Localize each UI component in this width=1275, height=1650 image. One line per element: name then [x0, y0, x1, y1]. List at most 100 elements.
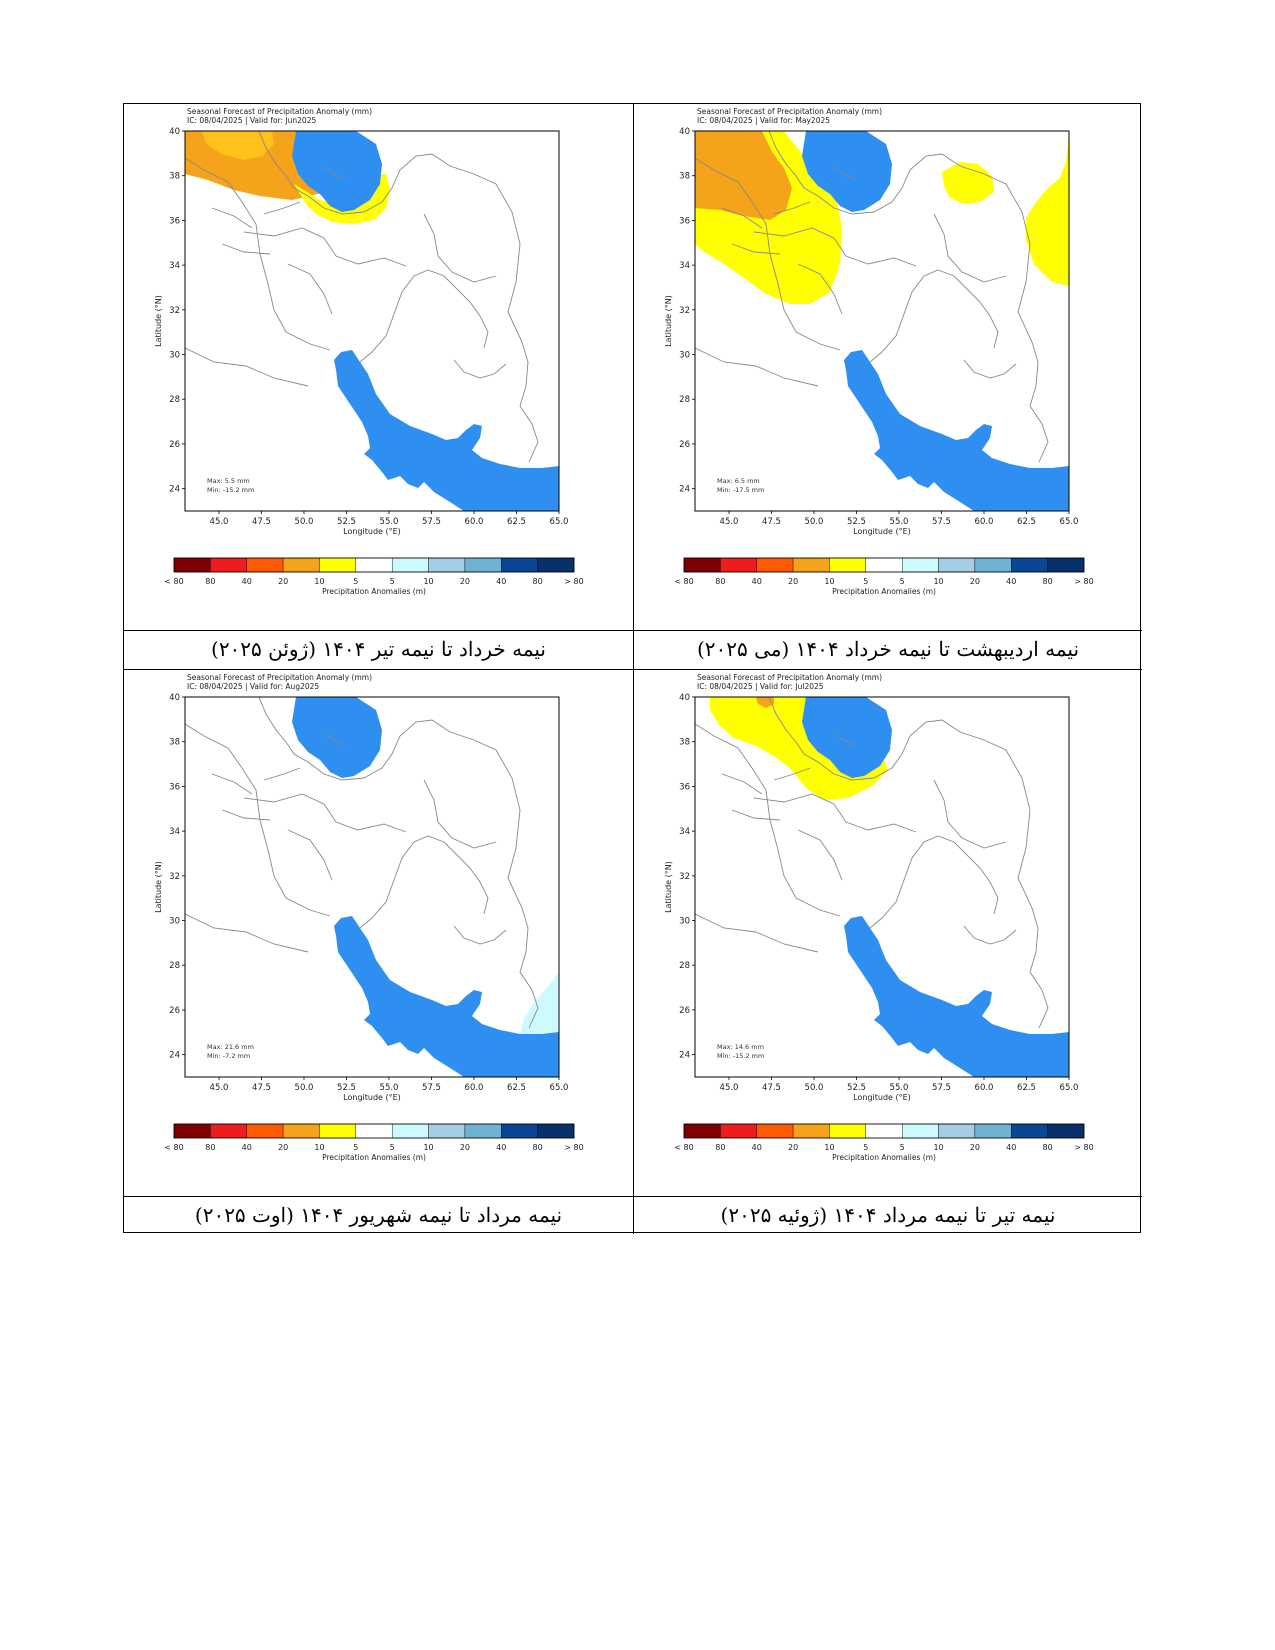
x-tick-label: 62.5 — [1017, 517, 1036, 527]
colorbar-swatch — [756, 1123, 794, 1139]
x-tick-label: 62.5 — [507, 1083, 526, 1093]
y-tick-label: 30 — [679, 351, 690, 361]
x-tick-label: 60.0 — [465, 1083, 484, 1093]
y-tick-label: 30 — [169, 351, 180, 361]
colorbar-tick-label: 80 — [1043, 1143, 1053, 1152]
colorbar-tick-label: 10 — [423, 577, 433, 586]
panel-aug: Seasonal Forecast of Precipitation Anoma… — [124, 669, 633, 1234]
colorbar-label: Precipitation Anomalies (m) — [832, 1153, 936, 1162]
colorbar-tick-label: 40 — [242, 577, 252, 586]
x-axis-label: Longitude (°E) — [853, 527, 911, 536]
map-subtitle: IC: 08/04/2025 | Valid for: Jun2025 — [187, 116, 316, 125]
border-line-0 — [768, 697, 1049, 1029]
y-tick-label: 36 — [679, 782, 690, 792]
colorbar-swatch — [974, 557, 1012, 573]
y-tick-label: 38 — [169, 172, 180, 182]
stat-text: Max: 21.6 mm — [207, 1043, 254, 1051]
x-tick-label: 45.0 — [720, 1083, 739, 1093]
figure-grid: Seasonal Forecast of Precipitation Anoma… — [123, 103, 1142, 1234]
colorbar-tick-label: 10 — [423, 1143, 433, 1152]
colorbar-swatch — [391, 557, 429, 573]
colorbar-swatch — [537, 557, 575, 573]
x-tick-label: 57.5 — [422, 1083, 441, 1093]
x-tick-label: 62.5 — [507, 517, 526, 527]
border-line-7 — [695, 347, 819, 387]
colorbar-swatch — [1047, 557, 1085, 573]
x-axis-label: Longitude (°E) — [343, 527, 401, 536]
border-line-8 — [773, 733, 857, 781]
x-tick-label: 60.0 — [975, 517, 994, 527]
y-tick-label: 26 — [679, 1006, 690, 1016]
anomaly-area-1 — [756, 697, 774, 708]
border-line-3 — [753, 793, 917, 833]
x-axis-label: Longitude (°E) — [853, 1093, 911, 1102]
panel-jun: Seasonal Forecast of Precipitation Anoma… — [124, 104, 633, 669]
caption-jul: نیمه تیر تا نیمه مرداد ۱۴۰۴ (ژوئیه ۲۰۲۵) — [634, 1196, 1142, 1234]
y-tick-label: 28 — [679, 395, 690, 405]
map-layers — [695, 131, 1069, 511]
map-title: Seasonal Forecast of Precipitation Anoma… — [697, 673, 882, 682]
colorbar-tick-label: 20 — [278, 577, 288, 586]
colorbar-swatch — [720, 1123, 757, 1139]
map-subtitle: IC: 08/04/2025 | Valid for: Jul2025 — [697, 682, 824, 691]
y-tick-label: 24 — [169, 485, 180, 495]
x-tick-label: 55.0 — [890, 517, 909, 527]
colorbar-swatch — [246, 1123, 284, 1139]
colorbar-tick-label: 20 — [970, 1143, 980, 1152]
colorbar-swatch — [319, 1123, 357, 1139]
border-line-7 — [185, 913, 309, 953]
y-tick-label: 30 — [169, 917, 180, 927]
persian-gulf-sea — [844, 350, 1069, 511]
y-tick-label: 26 — [679, 440, 690, 450]
border-line-4 — [211, 207, 333, 315]
colorbar-tick-label: 40 — [496, 577, 506, 586]
colorbar-tick-label: 10 — [314, 1143, 324, 1152]
colorbar-tick-label: 10 — [933, 1143, 943, 1152]
map-layers — [185, 131, 559, 511]
colorbar-tick-label: 5 — [353, 1143, 358, 1152]
x-tick-label: 55.0 — [380, 517, 399, 527]
y-tick-label: 24 — [679, 485, 690, 495]
border-line-8 — [263, 733, 347, 781]
map-may: Seasonal Forecast of Precipitation Anoma… — [664, 107, 1094, 596]
x-tick-label: 55.0 — [890, 1083, 909, 1093]
colorbar-swatch — [901, 1123, 939, 1139]
x-tick-label: 65.0 — [550, 1083, 569, 1093]
colorbar-swatch — [501, 1123, 538, 1139]
x-tick-label: 45.0 — [210, 1083, 229, 1093]
caspian-sea — [292, 131, 382, 212]
colorbar-tick-label: > 80 — [564, 577, 583, 586]
y-tick-label: 24 — [679, 1051, 690, 1061]
colorbar-swatch — [173, 557, 211, 573]
caption-may: نیمه اردیبهشت تا نیمه خرداد ۱۴۰۴ (می ۲۰۲… — [634, 630, 1142, 668]
caspian-sea — [802, 697, 892, 778]
colorbar-swatch — [537, 1123, 575, 1139]
anomaly-area-3 — [1026, 134, 1069, 286]
stat-text: Max: 14.6 mm — [717, 1043, 764, 1051]
y-tick-label: 38 — [679, 738, 690, 748]
border-line-6 — [453, 925, 507, 945]
y-axis-label: Latitude (°N) — [154, 861, 163, 913]
colorbar-swatch — [683, 557, 721, 573]
colorbar-tick-label: 80 — [533, 577, 543, 586]
stat-text: Min: -7.2 mm — [207, 1052, 250, 1060]
colorbar-tick-label: 80 — [205, 577, 215, 586]
x-tick-label: 50.0 — [295, 517, 314, 527]
y-tick-label: 32 — [679, 872, 690, 882]
colorbar-tick-label: 20 — [460, 1143, 470, 1152]
colorbar-swatch — [720, 557, 757, 573]
colorbar-swatch — [428, 557, 466, 573]
border-line-2 — [359, 269, 489, 363]
colorbar-tick-label: 10 — [824, 1143, 834, 1152]
colorbar-tick-label: < 80 — [164, 577, 183, 586]
panel-jul: Seasonal Forecast of Precipitation Anoma… — [633, 669, 1142, 1234]
persian-gulf-sea — [334, 350, 559, 511]
colorbar-tick-label: 5 — [863, 1143, 868, 1152]
stat-text: Min: -15.2 mm — [717, 1052, 764, 1060]
colorbar-swatch — [355, 1123, 393, 1139]
colorbar-swatch — [319, 557, 357, 573]
y-tick-label: 38 — [169, 738, 180, 748]
colorbar-tick-label: < 80 — [164, 1143, 183, 1152]
x-tick-label: 57.5 — [422, 517, 441, 527]
border-line-0 — [258, 131, 539, 463]
